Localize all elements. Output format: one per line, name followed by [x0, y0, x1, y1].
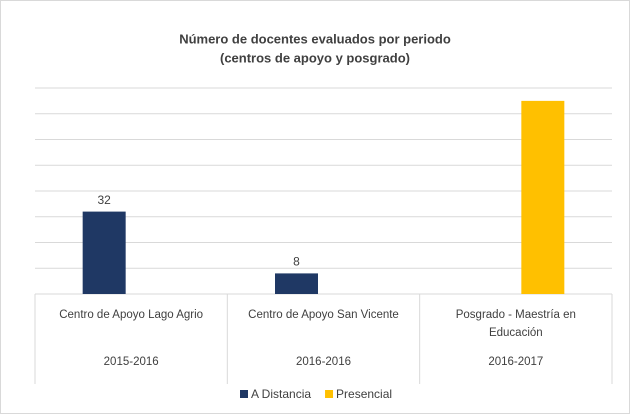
bar	[521, 100, 565, 294]
period-label: 2016-2017	[488, 356, 544, 368]
period-label: 2016-2016	[296, 356, 351, 368]
chart-title: Número de docentes evaluados por periodo	[179, 31, 451, 46]
data-label: 32	[97, 193, 111, 207]
bar	[275, 273, 318, 294]
data-label: 8	[293, 255, 300, 269]
bar	[82, 211, 126, 294]
x-tick-label: Posgrado - Maestría en Educación	[455, 309, 576, 339]
legend-swatch	[325, 390, 334, 398]
x-tick-label: Centro de Apoyo Lago Agrio	[59, 309, 204, 321]
x-tick-label: Centro de Apoyo San Vicente	[248, 309, 399, 321]
legend-label: Presencial	[336, 387, 392, 401]
period-label: 2015-2016	[103, 356, 159, 368]
legend-swatch	[240, 390, 248, 398]
chart-subtitle: (centros de apoyo y posgrado)	[220, 50, 410, 65]
legend-label: A Distancia	[251, 387, 311, 401]
